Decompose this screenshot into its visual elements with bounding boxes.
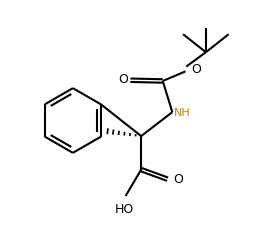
Text: O: O (118, 73, 128, 86)
Text: HO: HO (115, 203, 134, 216)
Text: O: O (191, 63, 201, 76)
Text: NH: NH (174, 108, 191, 118)
Text: O: O (173, 173, 183, 186)
